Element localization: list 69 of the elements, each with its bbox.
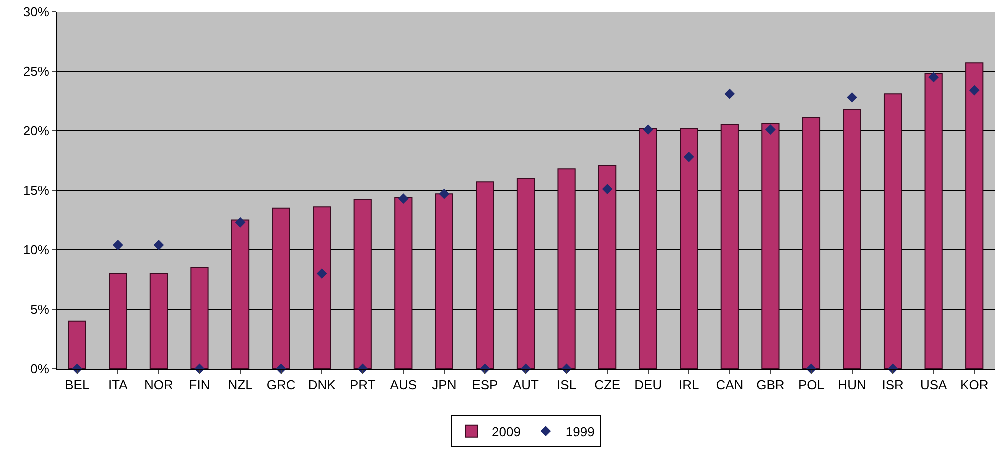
x-tick-label: FIN [189, 378, 210, 393]
x-tick-label: IRL [679, 378, 700, 393]
x-tick-label: CZE [594, 378, 621, 393]
x-tick-label: NOR [144, 378, 174, 393]
point [112, 240, 124, 250]
point [969, 85, 980, 96]
x-tick-label: POL [798, 378, 824, 393]
bar [190, 267, 209, 369]
bar [884, 94, 902, 369]
bar [354, 200, 372, 369]
bar [680, 128, 698, 369]
bar [150, 273, 168, 369]
y-tick-label: 30% [23, 4, 50, 20]
x-tick-label: GRC [266, 378, 296, 393]
bar [802, 117, 821, 369]
bar [68, 320, 86, 369]
point [928, 72, 940, 83]
y-tick-label: 0% [30, 362, 50, 377]
point [643, 124, 654, 136]
bar [272, 208, 290, 369]
x-tick-label: BEL [65, 378, 90, 393]
x-tick-label: HUN [838, 378, 866, 393]
bar [598, 165, 617, 369]
bar [720, 124, 739, 369]
legend-label: 1999 [566, 424, 595, 440]
bar [476, 182, 494, 369]
x-tick-label: KOR [960, 378, 989, 393]
x-tick-label: ESP [472, 378, 498, 393]
bar [924, 73, 943, 369]
y-tick-label: 15% [23, 183, 50, 198]
x-tick-label: AUT [513, 378, 540, 393]
x-tick-label: JPN [432, 378, 457, 393]
point [235, 217, 246, 228]
point [439, 188, 450, 200]
x-tick-label: DEU [634, 378, 662, 393]
bar [313, 206, 332, 369]
x-tick-label: ITA [108, 378, 128, 393]
y-tick-label: 10% [23, 242, 50, 258]
point [316, 268, 328, 279]
x-tick-label: ISR [882, 378, 904, 393]
bar [516, 178, 536, 369]
bar [109, 273, 128, 369]
point [724, 88, 736, 100]
bar [639, 128, 658, 369]
y-tick-label: 20% [23, 124, 50, 139]
x-tick-label: DNK [308, 378, 336, 393]
legend-label: 2009 [492, 424, 521, 440]
x-tick-label: PRT [350, 378, 376, 393]
y-tick-label: 25% [23, 64, 50, 80]
bar [435, 194, 454, 369]
x-tick-label: AUS [390, 378, 418, 393]
point [684, 152, 694, 162]
point [847, 92, 858, 103]
bar [231, 220, 250, 369]
x-tick-label: CAN [716, 378, 744, 393]
bar [843, 109, 862, 369]
point [154, 240, 164, 250]
point [766, 124, 776, 136]
x-tick-label: GBR [756, 378, 785, 393]
point [602, 184, 613, 195]
x-tick-label: ISL [557, 378, 577, 393]
bar [762, 123, 780, 369]
bar [966, 62, 984, 369]
x-tick-label: USA [920, 378, 948, 393]
point [398, 194, 409, 204]
x-tick-label: NZL [228, 378, 253, 393]
y-tick-label: 5% [30, 302, 50, 318]
bar [394, 197, 413, 369]
bar [558, 168, 576, 369]
